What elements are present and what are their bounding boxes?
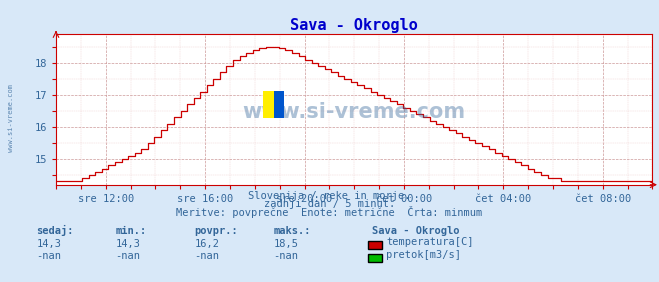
Text: 14,3: 14,3 — [36, 239, 61, 249]
Title: Sava - Okroglo: Sava - Okroglo — [291, 18, 418, 33]
Text: -nan: -nan — [273, 252, 299, 261]
Text: 14,3: 14,3 — [115, 239, 140, 249]
Text: -nan: -nan — [194, 252, 219, 261]
Text: www.si-vreme.com: www.si-vreme.com — [8, 84, 14, 153]
Text: maks.:: maks.: — [273, 226, 311, 236]
Text: -nan: -nan — [36, 252, 61, 261]
Text: 18,5: 18,5 — [273, 239, 299, 249]
Text: povpr.:: povpr.: — [194, 226, 238, 236]
Text: Sava - Okroglo: Sava - Okroglo — [372, 226, 460, 236]
Text: sedaj:: sedaj: — [36, 225, 74, 236]
Text: zadnji dan / 5 minut.: zadnji dan / 5 minut. — [264, 199, 395, 209]
Bar — [273, 91, 285, 118]
Text: -nan: -nan — [115, 252, 140, 261]
Bar — [263, 91, 273, 118]
Text: pretok[m3/s]: pretok[m3/s] — [386, 250, 461, 260]
Text: Meritve: povprečne  Enote: metrične  Črta: minmum: Meritve: povprečne Enote: metrične Črta:… — [177, 206, 482, 218]
Text: temperatura[C]: temperatura[C] — [386, 237, 474, 247]
Text: www.si-vreme.com: www.si-vreme.com — [243, 102, 466, 122]
Text: Slovenija / reke in morje.: Slovenija / reke in morje. — [248, 191, 411, 201]
Text: min.:: min.: — [115, 226, 146, 236]
Text: 16,2: 16,2 — [194, 239, 219, 249]
